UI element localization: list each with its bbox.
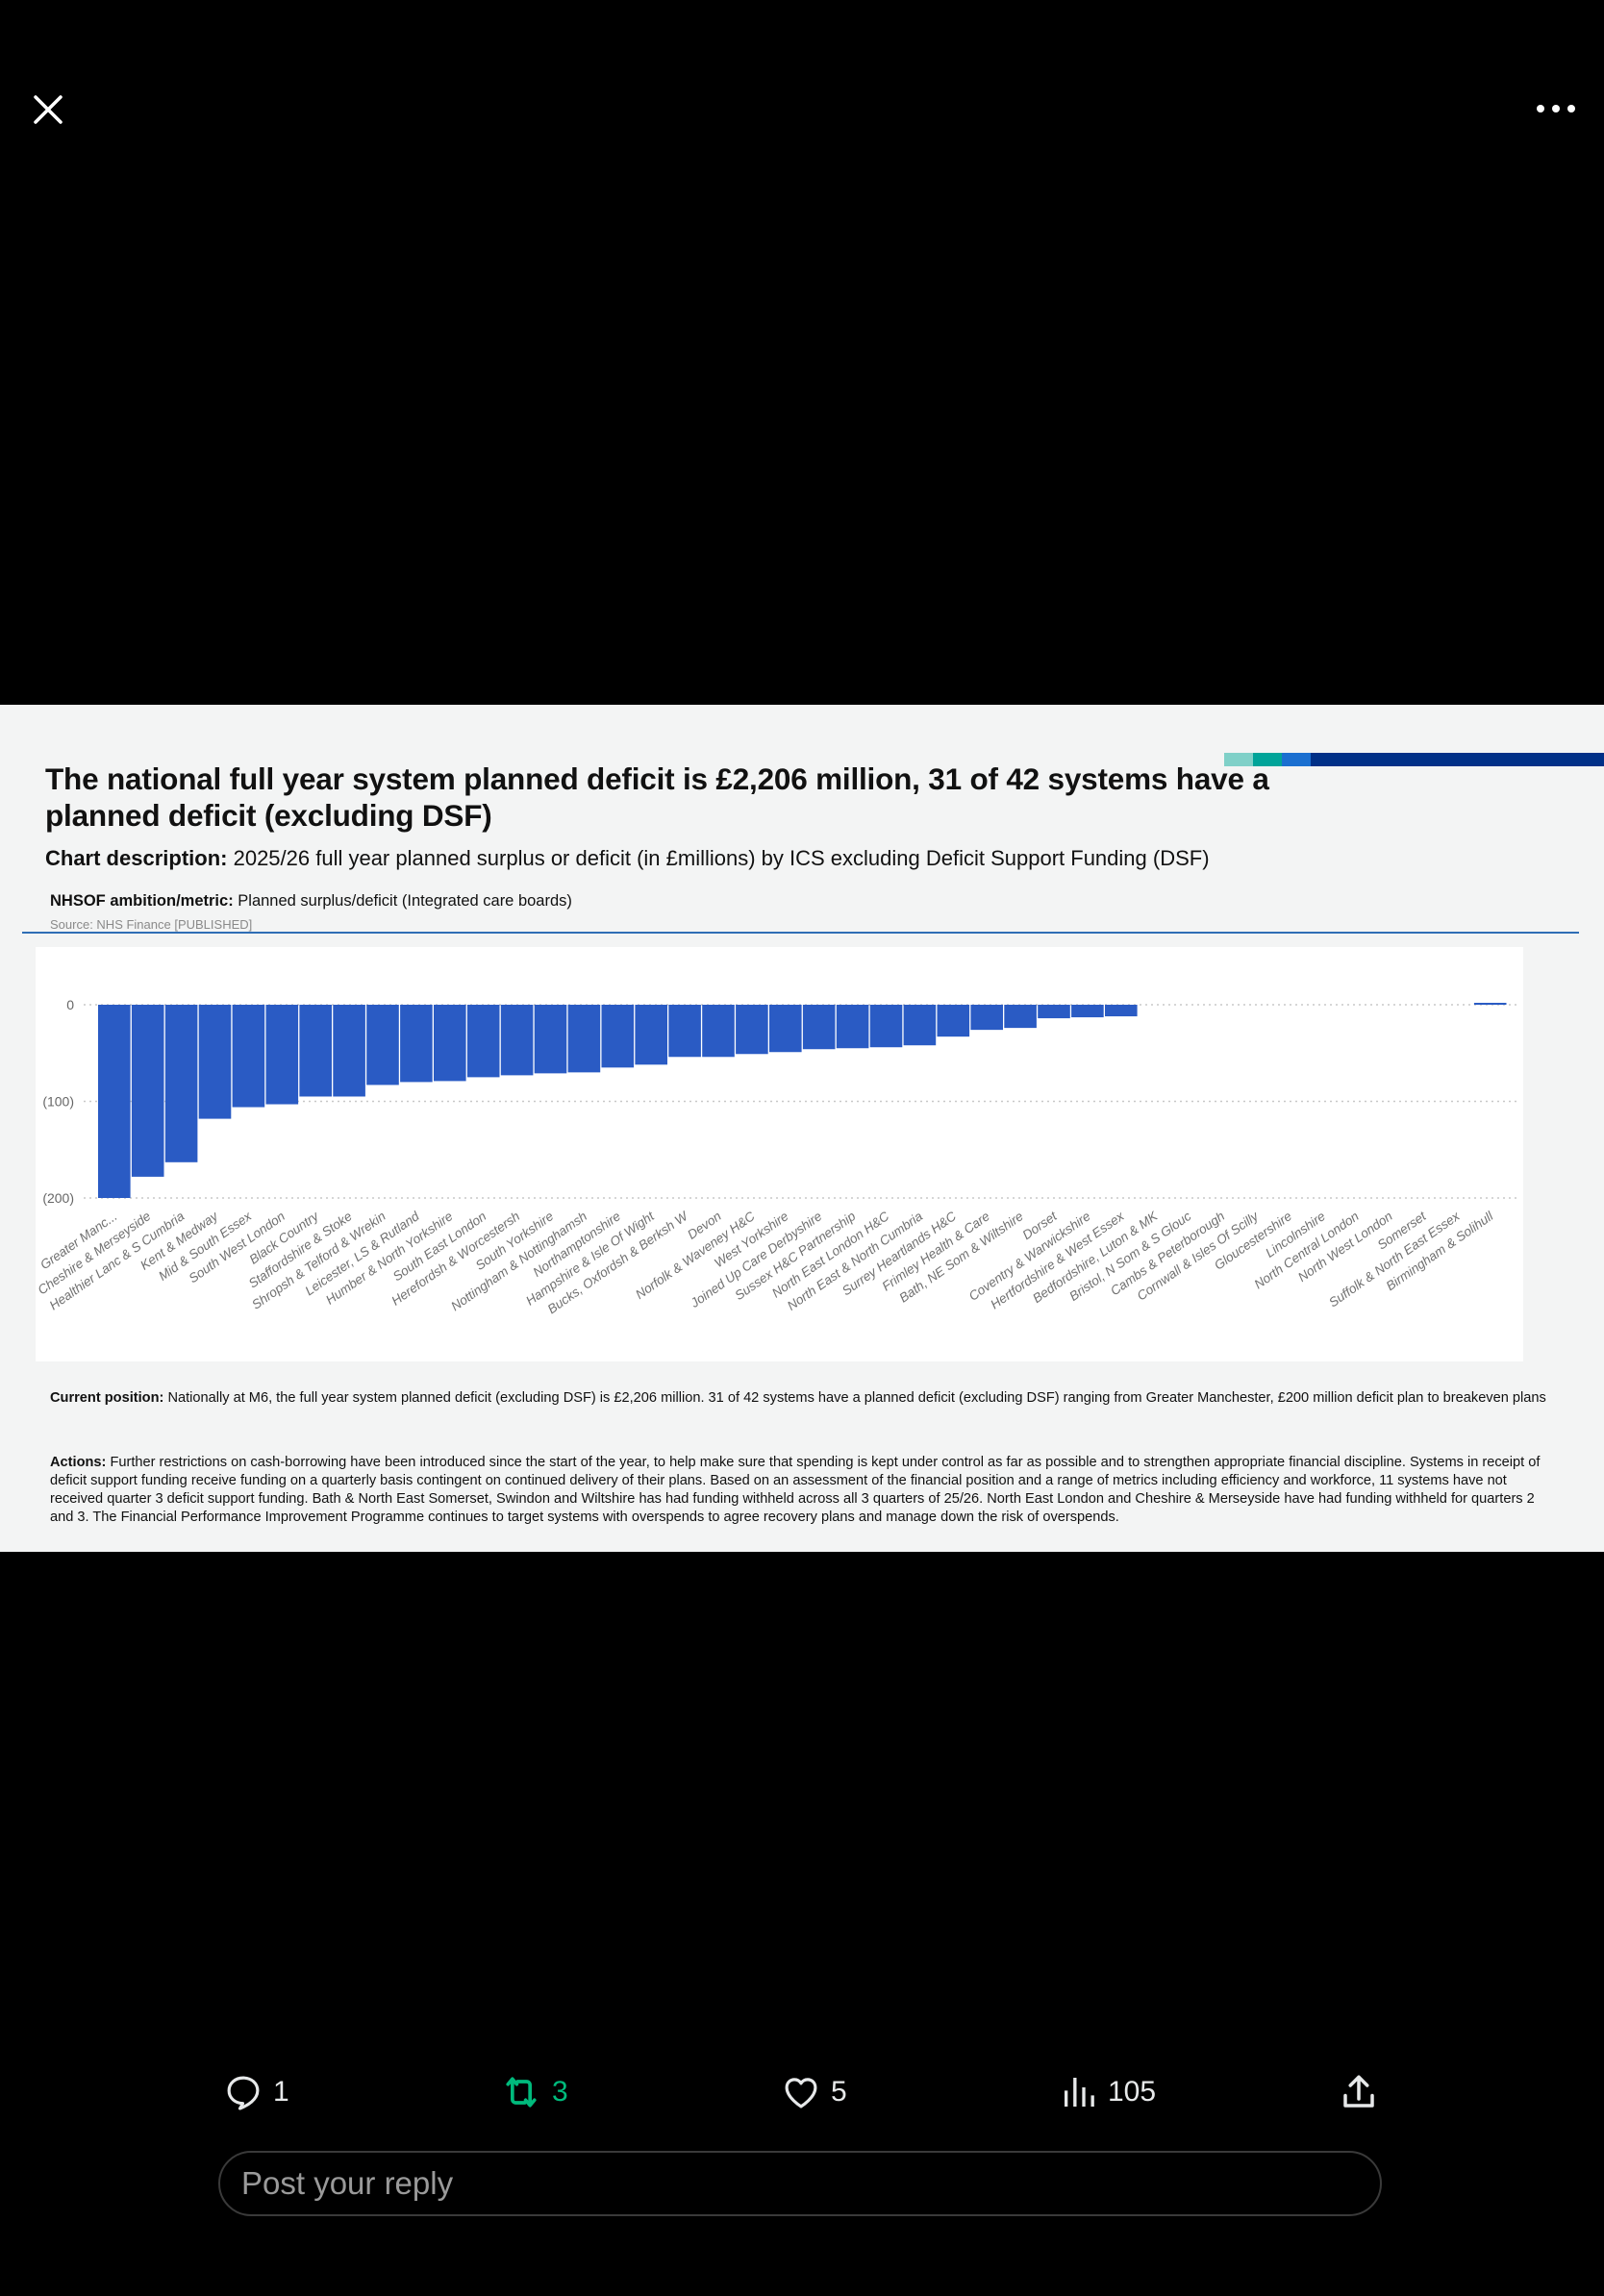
bar [702, 1005, 735, 1058]
current-position-label: Current position: [50, 1390, 164, 1406]
bar [265, 1005, 299, 1105]
chart-description-label: Chart description: [45, 846, 228, 870]
bar [970, 1005, 1003, 1031]
current-position: Current position: Nationally at M6, the … [50, 1389, 1560, 1408]
source-note: Source: NHS Finance [PUBLISHED] [50, 917, 253, 932]
views-icon [1065, 2078, 1094, 2107]
bar [769, 1005, 802, 1053]
bar [131, 1005, 164, 1177]
bar [1004, 1005, 1037, 1029]
y-tick-label: 0 [66, 997, 74, 1012]
like-count: 5 [831, 2076, 847, 2108]
accent-strip [1224, 753, 1253, 766]
close-icon[interactable] [27, 88, 69, 131]
bar [534, 1005, 567, 1074]
slide-title: The national full year system planned de… [45, 761, 1269, 833]
bar [869, 1005, 903, 1048]
share-button[interactable] [1339, 2069, 1379, 2115]
heart-icon [785, 2078, 817, 2109]
accent-strip [1311, 753, 1604, 766]
actions-text: Further restrictions on cash-borrowing h… [50, 1455, 1541, 1525]
share-icon [1343, 2075, 1374, 2108]
bar [232, 1005, 265, 1108]
bar [1071, 1005, 1104, 1018]
like-button[interactable]: 5 [781, 2069, 847, 2115]
bar [164, 1005, 198, 1162]
chart-description-text: 2025/26 full year planned surplus or def… [233, 846, 1210, 870]
bar [1473, 1002, 1507, 1005]
bar [198, 1005, 232, 1119]
bar [903, 1005, 937, 1046]
bar [635, 1005, 667, 1065]
divider [22, 932, 1579, 934]
bar-chart: 0 (100) (200) Greater Manc... Cheshire & Mer… [36, 947, 1523, 1361]
actions-label: Actions: [50, 1455, 107, 1470]
bar [400, 1005, 433, 1083]
bar [836, 1005, 869, 1049]
bar [567, 1005, 601, 1073]
metric-text: Planned surplus/deficit (Integrated care… [238, 892, 572, 910]
views-count: 105 [1108, 2076, 1157, 2108]
chart-description: Chart description: 2025/26 full year pla… [45, 846, 1210, 871]
reply-button[interactable]: 1 [223, 2069, 289, 2115]
bar [937, 1005, 970, 1037]
y-tick-label: (200) [42, 1190, 74, 1206]
slide-image: The national full year system planned de… [0, 705, 1604, 1552]
bar [802, 1005, 836, 1050]
reply-input[interactable] [218, 2151, 1382, 2216]
retweet-button[interactable]: 3 [500, 2069, 568, 2115]
bar [366, 1005, 399, 1086]
bar [299, 1005, 332, 1097]
bar [1038, 1005, 1070, 1019]
bar [668, 1005, 701, 1058]
accent-strip [1282, 753, 1311, 766]
bar [1105, 1005, 1138, 1017]
retweet-count: 3 [552, 2076, 568, 2108]
accent-strip [1253, 753, 1282, 766]
reply-count: 1 [273, 2076, 289, 2108]
bar [500, 1005, 534, 1076]
current-position-text: Nationally at M6, the full year system p… [167, 1390, 1546, 1406]
bar [333, 1005, 365, 1097]
bar [466, 1005, 500, 1078]
metric: NHSOF ambition/metric: Planned surplus/d… [50, 892, 572, 911]
metric-label: NHSOF ambition/metric: [50, 892, 234, 910]
bar [98, 1005, 131, 1198]
bar [736, 1005, 768, 1055]
y-tick-label: (100) [42, 1094, 74, 1110]
x-tick-label: Healthier Lanc & S Cumbria [47, 1209, 188, 1313]
bar [434, 1005, 466, 1082]
chart-canvas: 0(100)(200)Greater Manc...Cheshire & Mer… [36, 997, 1516, 1316]
actions-paragraph: Actions: Further restrictions on cash-bo… [50, 1454, 1560, 1527]
bar [601, 1005, 635, 1068]
retweet-icon [506, 2077, 537, 2108]
more-horizontal-icon[interactable] [1531, 96, 1581, 121]
views-button[interactable]: 105 [1060, 2069, 1156, 2115]
reply-icon [227, 2076, 260, 2110]
